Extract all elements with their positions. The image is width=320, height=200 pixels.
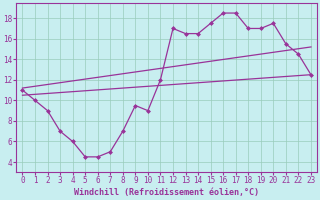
X-axis label: Windchill (Refroidissement éolien,°C): Windchill (Refroidissement éolien,°C) — [74, 188, 259, 197]
